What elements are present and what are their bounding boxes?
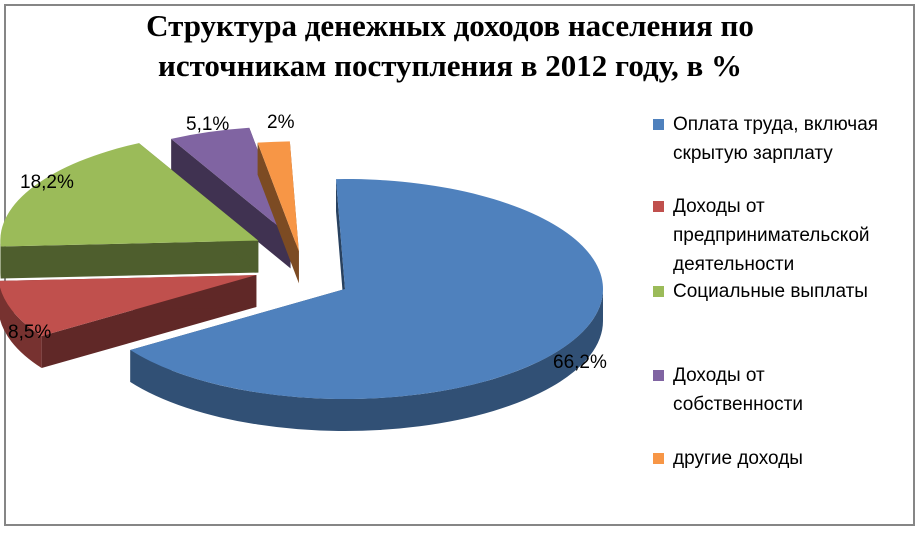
legend-item: Оплата труда, включая скрытую зарплату <box>653 110 913 168</box>
chart-title-line-2: источникам поступления в 2012 году, в % <box>157 48 743 83</box>
data-label: 8,5% <box>8 322 51 343</box>
legend-label: другие доходы <box>673 444 913 473</box>
legend-label: Доходы от собственности <box>673 361 913 419</box>
pie-slice <box>257 141 299 284</box>
chart-title: Структура денежных доходов населения по … <box>20 6 880 86</box>
legend-item: Доходы от предпринимательской деятельности <box>653 192 913 279</box>
pie-slice-top <box>0 143 259 247</box>
pie-slice-top <box>130 179 604 399</box>
data-label: 18,2% <box>20 172 74 193</box>
pie-slice-top <box>257 141 299 252</box>
legend-item: другие доходы <box>653 444 913 473</box>
legend-label-line: Доходы от <box>673 196 765 217</box>
pie-slice <box>130 179 604 431</box>
legend-label-line: деятельности <box>673 254 795 275</box>
pie-slice-top <box>171 127 291 237</box>
legend-label-line: собственности <box>673 394 803 415</box>
legend-swatch <box>653 453 664 464</box>
pie-slice-wall <box>171 138 291 269</box>
legend-label-line: предпринимательской <box>673 225 870 246</box>
legend-label-line: Доходы от <box>673 365 765 386</box>
legend-swatch <box>653 201 664 212</box>
data-labels: 66,2% 8,5% 18,2% 5,1% 2% <box>8 112 607 373</box>
legend-label-line: другие доходы <box>673 448 803 469</box>
legend-label-line: Оплата труда, включая <box>673 114 879 135</box>
pie-slice <box>0 275 257 369</box>
legend-label-line: скрытую зарплату <box>673 143 833 164</box>
pie-slice-rim <box>130 289 603 431</box>
legend-swatch <box>653 119 664 130</box>
legend-item: Социальные выплаты <box>653 277 913 306</box>
legend-swatch <box>653 370 664 381</box>
pie-slice-wall <box>257 142 299 284</box>
data-label: 66,2% <box>553 352 607 373</box>
pie-slice-rim <box>0 287 42 369</box>
pie-slice-wall <box>0 240 259 279</box>
legend-label: Оплата труда, включая скрытую зарплату <box>673 110 913 168</box>
pie-slice-wall <box>335 179 345 321</box>
legend-label: Социальные выплаты <box>673 277 913 306</box>
data-label: 2% <box>267 112 295 133</box>
pie-slice-top <box>0 275 257 337</box>
pie-slices <box>0 127 604 431</box>
legend-label-line: Социальные выплаты <box>673 281 868 302</box>
pie-slice <box>0 143 259 279</box>
legend-item: Доходы от собственности <box>653 361 913 419</box>
legend-swatch <box>653 286 664 297</box>
chart-title-line-1: Структура денежных доходов населения по <box>146 8 754 43</box>
data-label: 5,1% <box>186 114 229 135</box>
legend-label: Доходы от предпринимательской деятельности <box>673 192 913 279</box>
